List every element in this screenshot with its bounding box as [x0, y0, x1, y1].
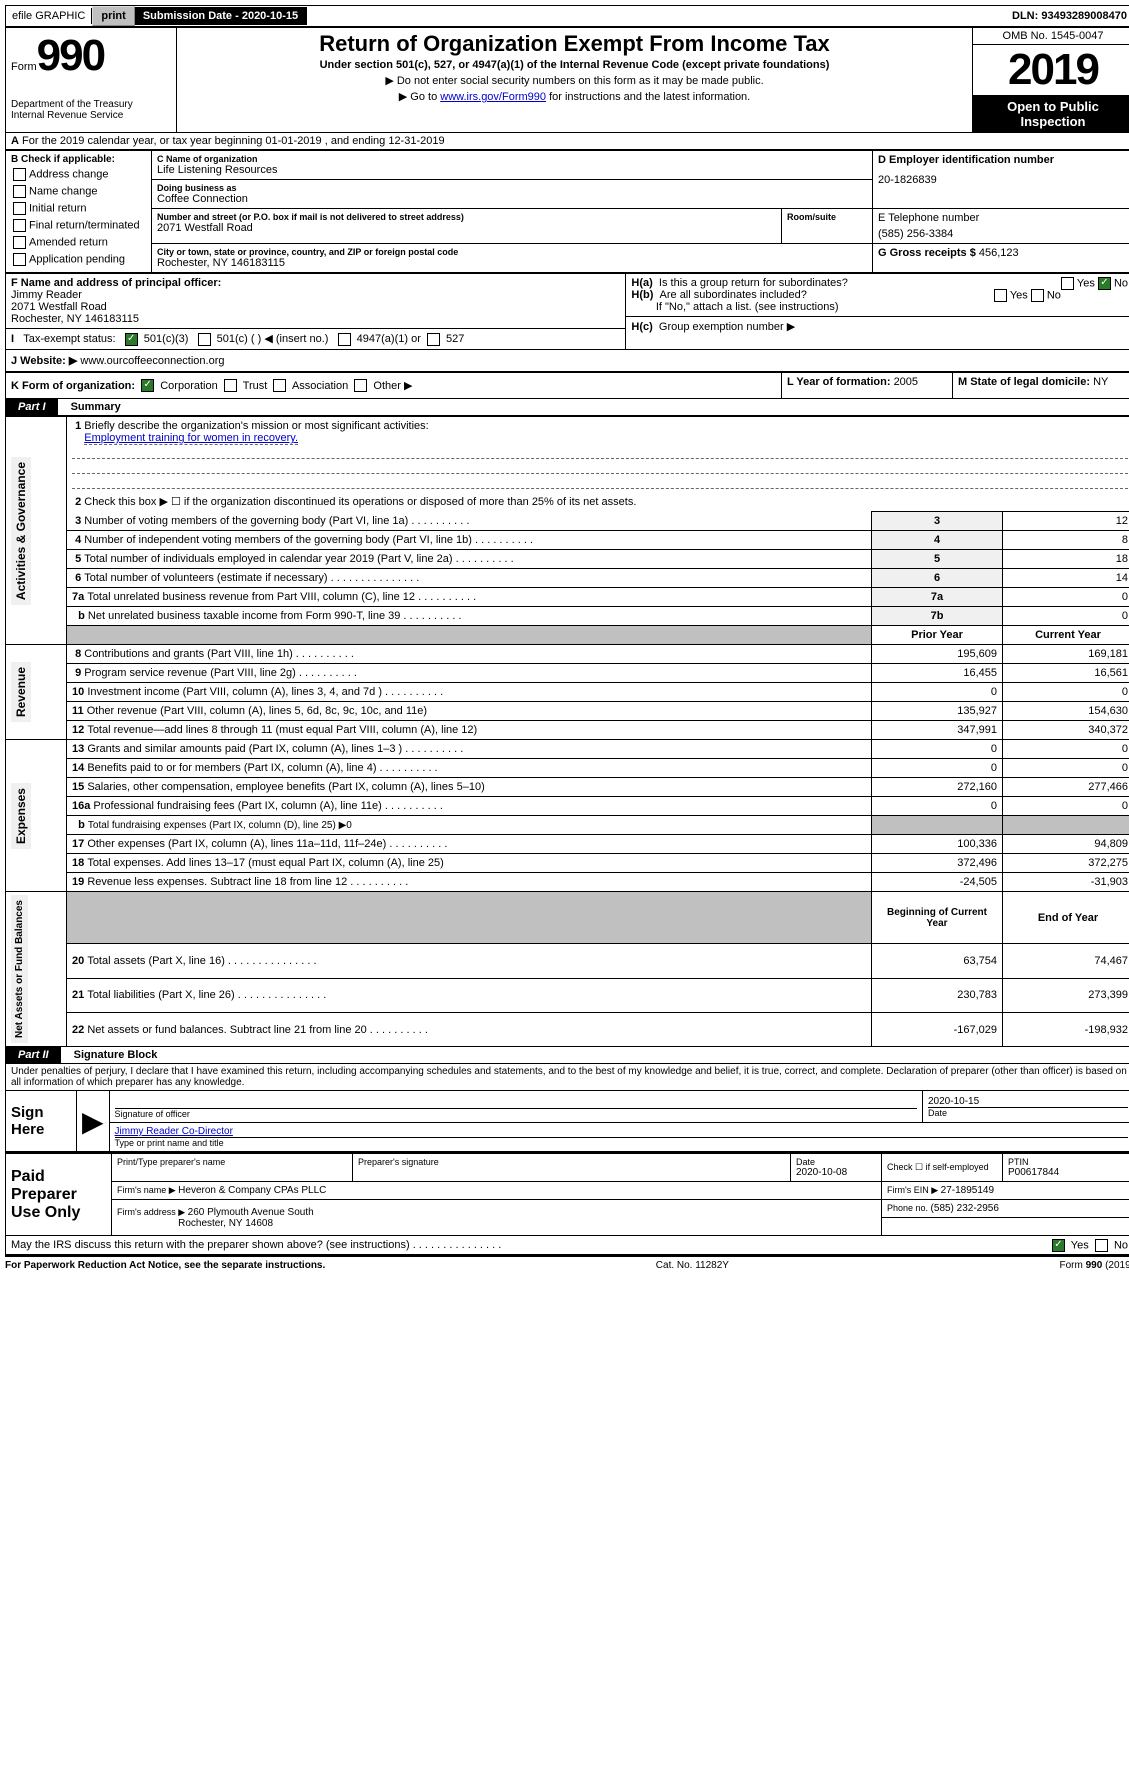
side-governance: Activities & Governance — [11, 457, 31, 605]
dba-label: Doing business as — [157, 183, 867, 193]
chk-discuss-yes[interactable] — [1052, 1239, 1065, 1252]
part1-title: Summary — [61, 401, 121, 413]
firm-phone: (585) 232-2956 — [931, 1203, 999, 1214]
chk-4947[interactable] — [338, 333, 351, 346]
firm-ein: 27-1895149 — [941, 1185, 994, 1196]
addr-label: Number and street (or P.O. box if mail i… — [157, 212, 776, 222]
chk-assoc[interactable] — [273, 379, 286, 392]
firm-addr: 260 Plymouth Avenue South — [188, 1207, 314, 1218]
form-footer: Form 990 (2019) — [1060, 1260, 1129, 1271]
gross-receipts: 456,123 — [979, 247, 1019, 259]
print-button[interactable]: print — [92, 6, 134, 26]
city-label: City or town, state or province, country… — [157, 247, 867, 257]
side-net: Net Assets or Fund Balances — [11, 895, 28, 1043]
phone-value: (585) 256-3384 — [878, 228, 1128, 240]
officer-name: Jimmy Reader — [11, 289, 620, 301]
firm-name: Heveron & Company CPAs PLLC — [178, 1185, 326, 1196]
chk-name-change[interactable] — [13, 185, 26, 198]
part2-title: Signature Block — [64, 1049, 158, 1061]
section-j: J Website: ▶ www.ourcoffeeconnection.org — [5, 350, 1129, 372]
chk-initial-return[interactable] — [13, 202, 26, 215]
section-d-label: D Employer identification number — [878, 154, 1128, 166]
org-name: Life Listening Resources — [157, 164, 867, 176]
side-expenses: Expenses — [11, 783, 31, 849]
perjury-text: Under penalties of perjury, I declare th… — [5, 1064, 1129, 1090]
addr-value: 2071 Westfall Road — [157, 222, 776, 234]
firm-city: Rochester, NY 14608 — [178, 1218, 273, 1229]
chk-501c[interactable] — [198, 333, 211, 346]
open-public-label: Open to Public Inspection — [973, 96, 1129, 133]
website-value: www.ourcoffeeconnection.org — [80, 355, 224, 367]
dept-treasury: Department of the TreasuryInternal Reven… — [6, 96, 177, 133]
chk-amended[interactable] — [13, 236, 26, 249]
chk-hb-yes[interactable] — [994, 289, 1007, 302]
section-g-label: G Gross receipts $ — [878, 247, 979, 259]
state-domicile: NY — [1093, 376, 1108, 388]
chk-ha-no[interactable] — [1098, 277, 1111, 290]
cat-no: Cat. No. 11282Y — [656, 1260, 729, 1271]
val-4: 8 — [1003, 531, 1129, 550]
side-revenue: Revenue — [11, 662, 31, 722]
val-5: 18 — [1003, 550, 1129, 569]
chk-app-pending[interactable] — [13, 253, 26, 266]
val-7b: 0 — [1003, 607, 1129, 626]
chk-final-return[interactable] — [13, 219, 26, 232]
chk-hb-no[interactable] — [1031, 289, 1044, 302]
form-title: Return of Organization Exempt From Incom… — [182, 31, 967, 57]
chk-527[interactable] — [427, 333, 440, 346]
officer-addr: 2071 Westfall Road — [11, 301, 620, 313]
section-c-label: C Name of organization — [157, 154, 867, 164]
section-e-label: E Telephone number — [878, 212, 1128, 224]
val-7a: 0 — [1003, 588, 1129, 607]
line-a: A For the 2019 calendar year, or tax yea… — [5, 133, 1129, 150]
sign-here-label: Sign Here — [6, 1091, 77, 1152]
form-subtitle: Under section 501(c), 527, or 4947(a)(1)… — [182, 59, 967, 71]
section-k-l-m: K Form of organization: Corporation Trus… — [5, 372, 1129, 400]
officer-typed-name: Jimmy Reader Co-Director — [115, 1126, 1128, 1137]
footer: For Paperwork Reduction Act Notice, see … — [5, 1255, 1129, 1271]
chk-corp[interactable] — [141, 379, 154, 392]
form-number: 990 — [37, 31, 104, 81]
room-label: Room/suite — [787, 212, 867, 222]
ein-value: 20-1826839 — [878, 174, 1128, 186]
dba-value: Coffee Connection — [157, 193, 867, 205]
chk-address-change[interactable] — [13, 168, 26, 181]
instr-1: ▶ Do not enter social security numbers o… — [182, 74, 967, 87]
top-bar: efile GRAPHIC print Submission Date - 20… — [5, 5, 1129, 27]
val-6: 14 — [1003, 569, 1129, 588]
chk-other[interactable] — [354, 379, 367, 392]
officer-city: Rochester, NY 146183115 — [11, 313, 620, 325]
sign-arrow-icon: ▶ — [77, 1091, 110, 1152]
mission-text: Employment training for women in recover… — [84, 432, 298, 445]
part1-label: Part I — [6, 399, 58, 415]
signature-table: Sign Here ▶ Signature of officer 2020-10… — [5, 1090, 1129, 1152]
summary-table: Activities & Governance 1 Briefly descri… — [5, 416, 1129, 1047]
chk-trust[interactable] — [224, 379, 237, 392]
omb-number: OMB No. 1545-0047 — [973, 28, 1129, 45]
form-header: Form 990 Return of Organization Exempt F… — [5, 27, 1129, 133]
discuss-row: May the IRS discuss this return with the… — [5, 1236, 1129, 1255]
city-value: Rochester, NY 146183115 — [157, 257, 867, 269]
part2-label: Part II — [6, 1047, 61, 1063]
year-formation: 2005 — [894, 376, 918, 388]
dln-label: DLN: 93493289008470 — [1006, 8, 1129, 24]
form-word: Form — [11, 61, 37, 73]
submission-date: Submission Date - 2020-10-15 — [135, 7, 307, 25]
chk-501c3[interactable] — [125, 333, 138, 346]
irs-link[interactable]: www.irs.gov/Form990 — [440, 91, 546, 103]
instr-2: ▶ Go to www.irs.gov/Form990 for instruct… — [182, 90, 967, 103]
preparer-table: Paid Preparer Use Only Print/Type prepar… — [5, 1152, 1129, 1236]
efile-label: efile GRAPHIC — [6, 8, 92, 24]
section-b-to-g: B Check if applicable: Address change Na… — [5, 150, 1129, 273]
chk-discuss-no[interactable] — [1095, 1239, 1108, 1252]
chk-ha-yes[interactable] — [1061, 277, 1074, 290]
section-b-header: B Check if applicable: — [11, 154, 146, 165]
section-f-label: F Name and address of principal officer: — [11, 277, 620, 289]
val-3: 12 — [1003, 512, 1129, 531]
ptin-value: P00617844 — [1008, 1167, 1128, 1178]
section-f-h: F Name and address of principal officer:… — [5, 273, 1129, 350]
paperwork-notice: For Paperwork Reduction Act Notice, see … — [5, 1260, 325, 1271]
paid-preparer-label: Paid Preparer Use Only — [6, 1153, 112, 1236]
tax-year: 2019 — [973, 45, 1129, 95]
